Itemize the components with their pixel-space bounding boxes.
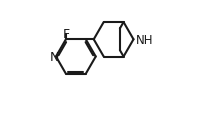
Text: F: F	[62, 27, 69, 40]
Text: N: N	[50, 51, 59, 63]
Text: NH: NH	[136, 34, 154, 46]
